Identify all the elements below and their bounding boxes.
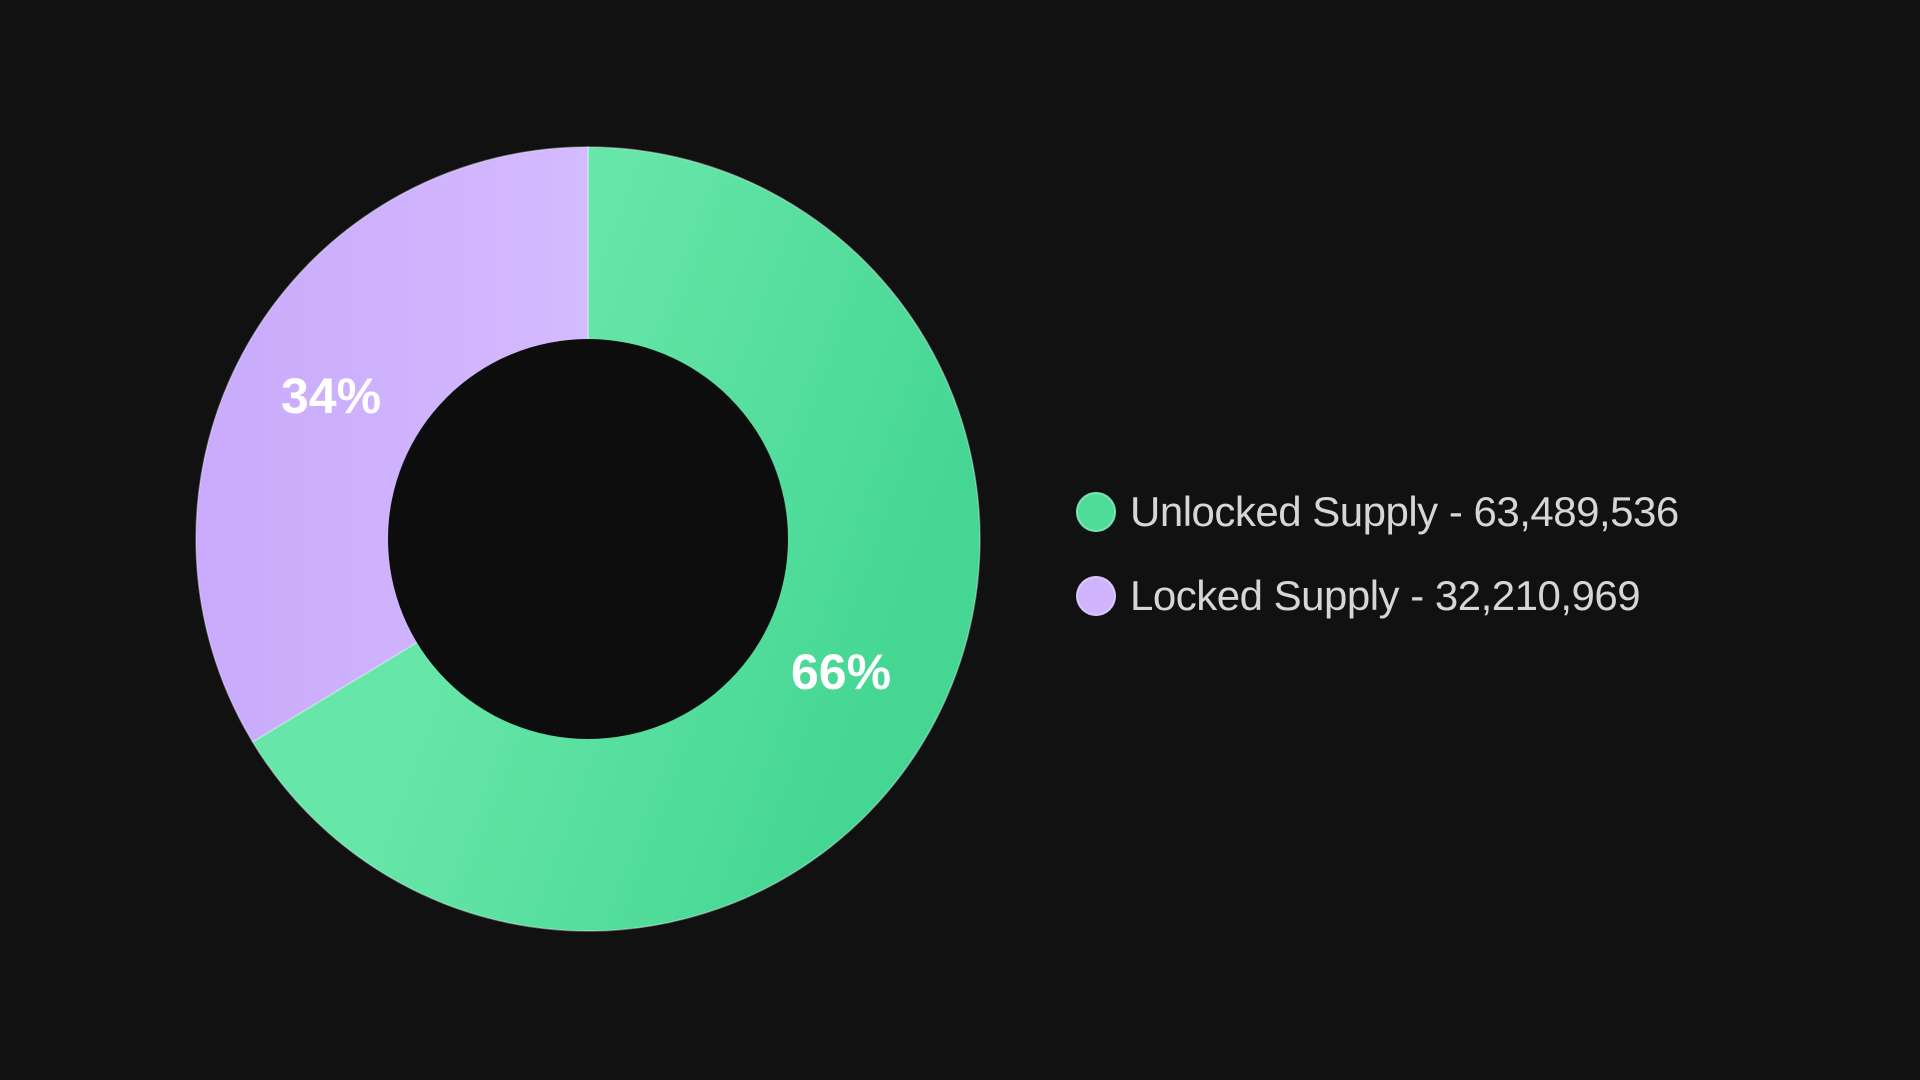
slice-percent-label: 66% [791,644,891,700]
legend-separator: - [1437,488,1474,535]
legend-swatch-locked [1076,576,1116,616]
legend: Unlocked Supply - 63,489,536 Locked Supp… [1076,470,1679,638]
donut-hole [388,339,788,739]
donut-chart: 66% 34% [195,146,981,932]
legend-label: Unlocked Supply [1130,488,1438,535]
legend-value: 63,489,536 [1473,488,1680,535]
legend-item-unlocked[interactable]: Unlocked Supply - 63,489,536 [1076,470,1679,554]
slice-percent-label: 34% [281,368,381,424]
legend-swatch-unlocked [1076,492,1116,532]
legend-value: 32,210,969 [1434,572,1641,619]
legend-label: Locked Supply [1130,572,1400,619]
legend-item-locked[interactable]: Locked Supply - 32,210,969 [1076,554,1679,638]
legend-separator: - [1399,572,1435,619]
